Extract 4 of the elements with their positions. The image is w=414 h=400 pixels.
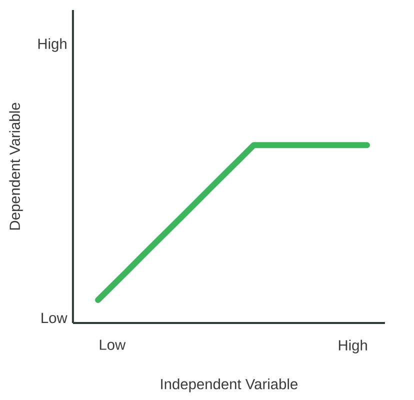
y-axis-title: Dependent Variable [9,102,23,230]
text: High [38,38,66,52]
x-axis-title: Independent Variable [161,378,298,392]
text: Low [42,312,68,324]
